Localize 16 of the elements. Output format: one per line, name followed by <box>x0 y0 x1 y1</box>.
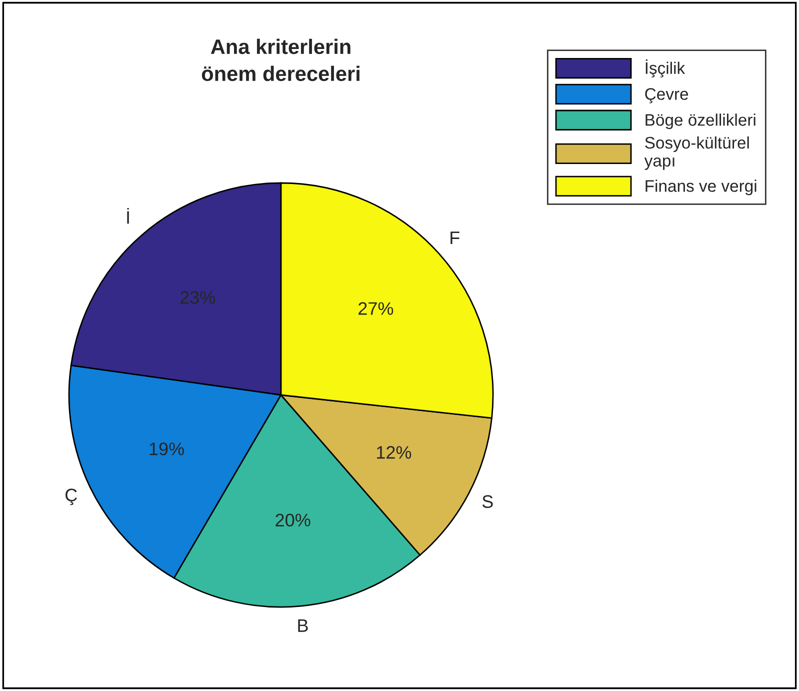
legend-label: Çevre <box>645 88 688 104</box>
data-label: 23% <box>180 291 215 304</box>
text: B <box>298 619 308 632</box>
text: İ <box>127 208 129 224</box>
legend-label: Sosyo-kültürel yapı <box>644 136 749 170</box>
data-label: 20% <box>276 514 310 526</box>
data-label: 12% <box>377 446 412 459</box>
data-label: 27% <box>358 302 394 315</box>
text: Ç <box>66 488 77 506</box>
data-label: 19% <box>150 442 184 456</box>
text: S <box>482 495 493 508</box>
text: F <box>450 232 460 244</box>
legend-label: Finans ve vergi <box>646 180 756 196</box>
legend-label: Böge özellikleri <box>646 114 756 130</box>
legend-label: İşçilik <box>646 59 686 78</box>
chart-title: Ana kriterlerin önem dereceleri <box>202 38 360 82</box>
